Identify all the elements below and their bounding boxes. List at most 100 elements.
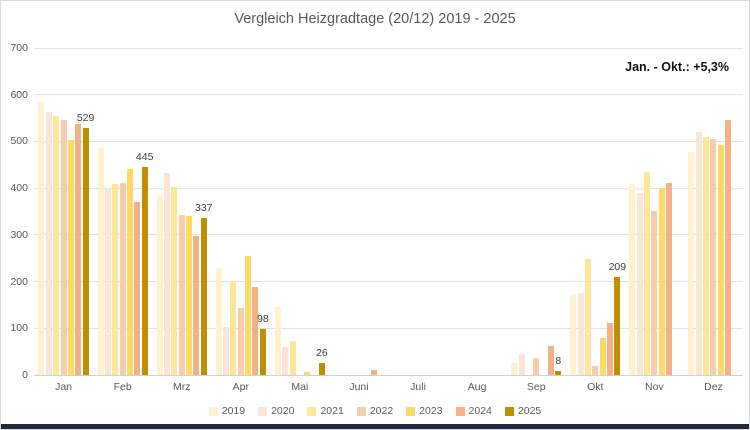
legend-label-2024: 2024 — [468, 405, 492, 417]
legend-label-2025: 2025 — [517, 405, 542, 417]
bar-2024-nov — [666, 183, 673, 375]
x-tick-juni: Juni — [349, 381, 369, 393]
bar-2020-jan — [45, 112, 52, 375]
bar-2023-apr — [245, 255, 252, 375]
y-tick-600: 600 — [10, 88, 28, 101]
bar-2022-feb — [119, 183, 126, 375]
bar-2024-dez — [725, 120, 732, 375]
bar-2021-nov — [644, 171, 651, 375]
bar-2022-sep — [533, 358, 540, 375]
bar-2021-apr — [230, 280, 237, 375]
bar-2023-okt — [599, 337, 606, 375]
bar-2019-feb — [97, 148, 104, 375]
bar-2022-nov — [651, 210, 658, 375]
bar-2022-mrz — [178, 215, 185, 375]
gridline-700 — [34, 47, 743, 49]
gridline-600 — [34, 94, 743, 96]
bar-2023-mrz — [186, 215, 193, 375]
bar-2022-okt — [592, 365, 599, 375]
x-tick-mrz: Mrz — [172, 381, 191, 393]
bar-2025-feb — [141, 167, 148, 375]
bar-2024-feb — [134, 202, 141, 375]
legend: 2019 2020 2021 2022 2023 2024 2025 — [1, 405, 749, 417]
y-tick-500: 500 — [10, 135, 28, 148]
gridline-200 — [34, 281, 743, 283]
bar-2020-okt — [577, 293, 584, 375]
bar-2019-okt — [570, 294, 577, 375]
bar-2019-jan — [38, 101, 45, 375]
data-label-2025-feb: 445 — [135, 151, 154, 164]
bottom-accent-bar — [1, 424, 749, 429]
legend-item-2024: 2024 — [455, 405, 492, 417]
legend-label-2022: 2022 — [369, 405, 394, 417]
annotation-jan-okt: Jan. - Okt.: +5,3% — [625, 60, 729, 74]
legend-label-2020: 2020 — [271, 405, 295, 417]
data-label-2025-mai: 26 — [316, 346, 328, 359]
bar-2024-apr — [252, 287, 259, 375]
data-label-2025-apr: 98 — [256, 313, 269, 326]
data-label-2025-okt: 209 — [608, 261, 627, 274]
bar-2020-sep — [518, 353, 525, 375]
gridline-300 — [34, 234, 743, 236]
bar-2025-apr — [259, 329, 266, 375]
data-label-2025-sep: 8 — [555, 355, 562, 368]
legend-swatch-2025 — [504, 406, 514, 416]
legend-item-2022: 2022 — [356, 405, 394, 417]
bar-2025-sep — [555, 371, 562, 375]
bar-2024-sep — [547, 346, 554, 375]
bar-2019-mrz — [156, 195, 163, 375]
bar-2019-nov — [629, 184, 636, 375]
data-label-2025-mrz: 337 — [194, 201, 213, 214]
legend-item-2021: 2021 — [307, 405, 344, 417]
legend-label-2021: 2021 — [320, 405, 344, 417]
y-tick-0: 0 — [22, 369, 28, 381]
bar-2023-dez — [717, 144, 724, 375]
x-axis-line — [34, 374, 743, 376]
legend-swatch-2024 — [455, 406, 465, 416]
bar-2024-juni — [370, 370, 377, 375]
gridline-100 — [34, 327, 743, 329]
bar-2021-okt — [584, 259, 591, 375]
bar-2021-jan — [53, 115, 60, 375]
legend-label-2023: 2023 — [419, 405, 443, 417]
bar-2021-feb — [112, 184, 119, 375]
bar-2024-jan — [75, 123, 82, 375]
legend-item-2025: 2025 — [504, 405, 542, 417]
x-tick-okt: Okt — [587, 381, 604, 393]
bar-2019-apr — [215, 268, 222, 375]
bar-2021-dez — [703, 136, 710, 375]
x-tick-mai: Mai — [291, 381, 309, 393]
bar-2020-nov — [636, 192, 643, 375]
bar-2022-jan — [60, 120, 67, 375]
bar-2019-sep — [511, 363, 518, 375]
x-tick-nov: Nov — [645, 381, 664, 393]
legend-swatch-2023 — [406, 406, 416, 416]
legend-label-2019: 2019 — [221, 405, 246, 417]
data-label-2025-jan: 529 — [76, 111, 95, 124]
bar-2025-okt — [614, 277, 621, 375]
bar-2020-mai — [282, 346, 289, 375]
y-tick-100: 100 — [10, 322, 28, 335]
bar-2021-mrz — [171, 186, 178, 375]
legend-swatch-2022 — [356, 406, 366, 416]
bar-2022-dez — [710, 139, 717, 375]
chart-title: Vergleich Heizgradtage (20/12) 2019 - 20… — [234, 11, 516, 27]
y-tick-400: 400 — [10, 182, 28, 195]
bar-2020-dez — [695, 132, 702, 375]
bar-2024-okt — [606, 322, 613, 375]
bar-2024-mrz — [193, 235, 200, 375]
legend-swatch-2021 — [307, 406, 317, 416]
bar-2020-mrz — [164, 173, 170, 375]
bar-2023-nov — [658, 188, 665, 375]
bar-2025-jan — [82, 127, 89, 375]
legend-swatch-2019 — [208, 406, 218, 416]
x-tick-juli: Juli — [410, 381, 426, 393]
legend-item-2020: 2020 — [258, 405, 294, 417]
x-tick-dez: Dez — [704, 381, 723, 393]
y-tick-700: 700 — [10, 42, 28, 54]
x-tick-jan: Jan — [55, 381, 72, 393]
bar-2019-mai — [274, 307, 281, 375]
bar-2022-apr — [237, 307, 244, 375]
y-tick-300: 300 — [10, 228, 28, 241]
